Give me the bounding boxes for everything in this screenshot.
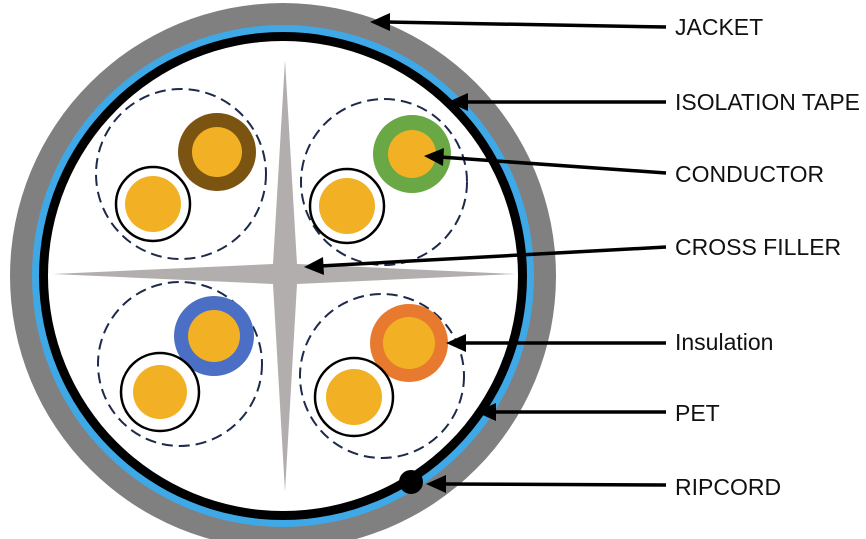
leader-pet — [476, 403, 666, 421]
ripcord — [399, 470, 423, 494]
cross-filler — [53, 60, 515, 492]
pair-boundary-top-left — [95, 88, 267, 260]
wire-blue-conductor — [188, 310, 240, 362]
wire-pair-brown — [114, 113, 256, 243]
wire-pair-orange — [313, 304, 448, 438]
leader-isolation-tape — [448, 93, 666, 111]
wire-brown-conductor — [192, 127, 242, 177]
leader-insulation — [446, 334, 666, 352]
label-insulation: Insulation — [675, 329, 773, 355]
wire-orange-conductor — [383, 317, 435, 369]
wire-white-conductor — [326, 369, 382, 425]
leader-conductor — [424, 148, 667, 175]
leader-cross-filler — [304, 245, 667, 275]
pair-boundary-bottom-left — [97, 281, 263, 447]
label-pet: PET — [675, 400, 720, 426]
wire-white-conductor — [319, 178, 375, 234]
pair-boundary-bottom-right — [299, 293, 465, 459]
pair-boundaries — [95, 88, 468, 459]
wire-pair-green — [308, 115, 451, 245]
label-isolation-tape: ISOLATION TAPE — [675, 89, 860, 115]
wire-white-conductor — [125, 176, 181, 232]
label-jacket: JACKET — [675, 14, 763, 40]
wire-white-conductor — [133, 365, 187, 419]
label-cross-filler: CROSS FILLER — [675, 234, 841, 260]
pair-boundary-top-right — [300, 98, 468, 266]
label-ripcord: RIPCORD — [675, 474, 781, 500]
leader-jacket — [370, 13, 667, 31]
wire-pair-blue — [119, 296, 254, 433]
wire-green-conductor — [388, 130, 436, 178]
label-conductor: CONDUCTOR — [675, 161, 824, 187]
callout-lines — [304, 13, 667, 493]
leader-ripcord — [426, 475, 667, 493]
